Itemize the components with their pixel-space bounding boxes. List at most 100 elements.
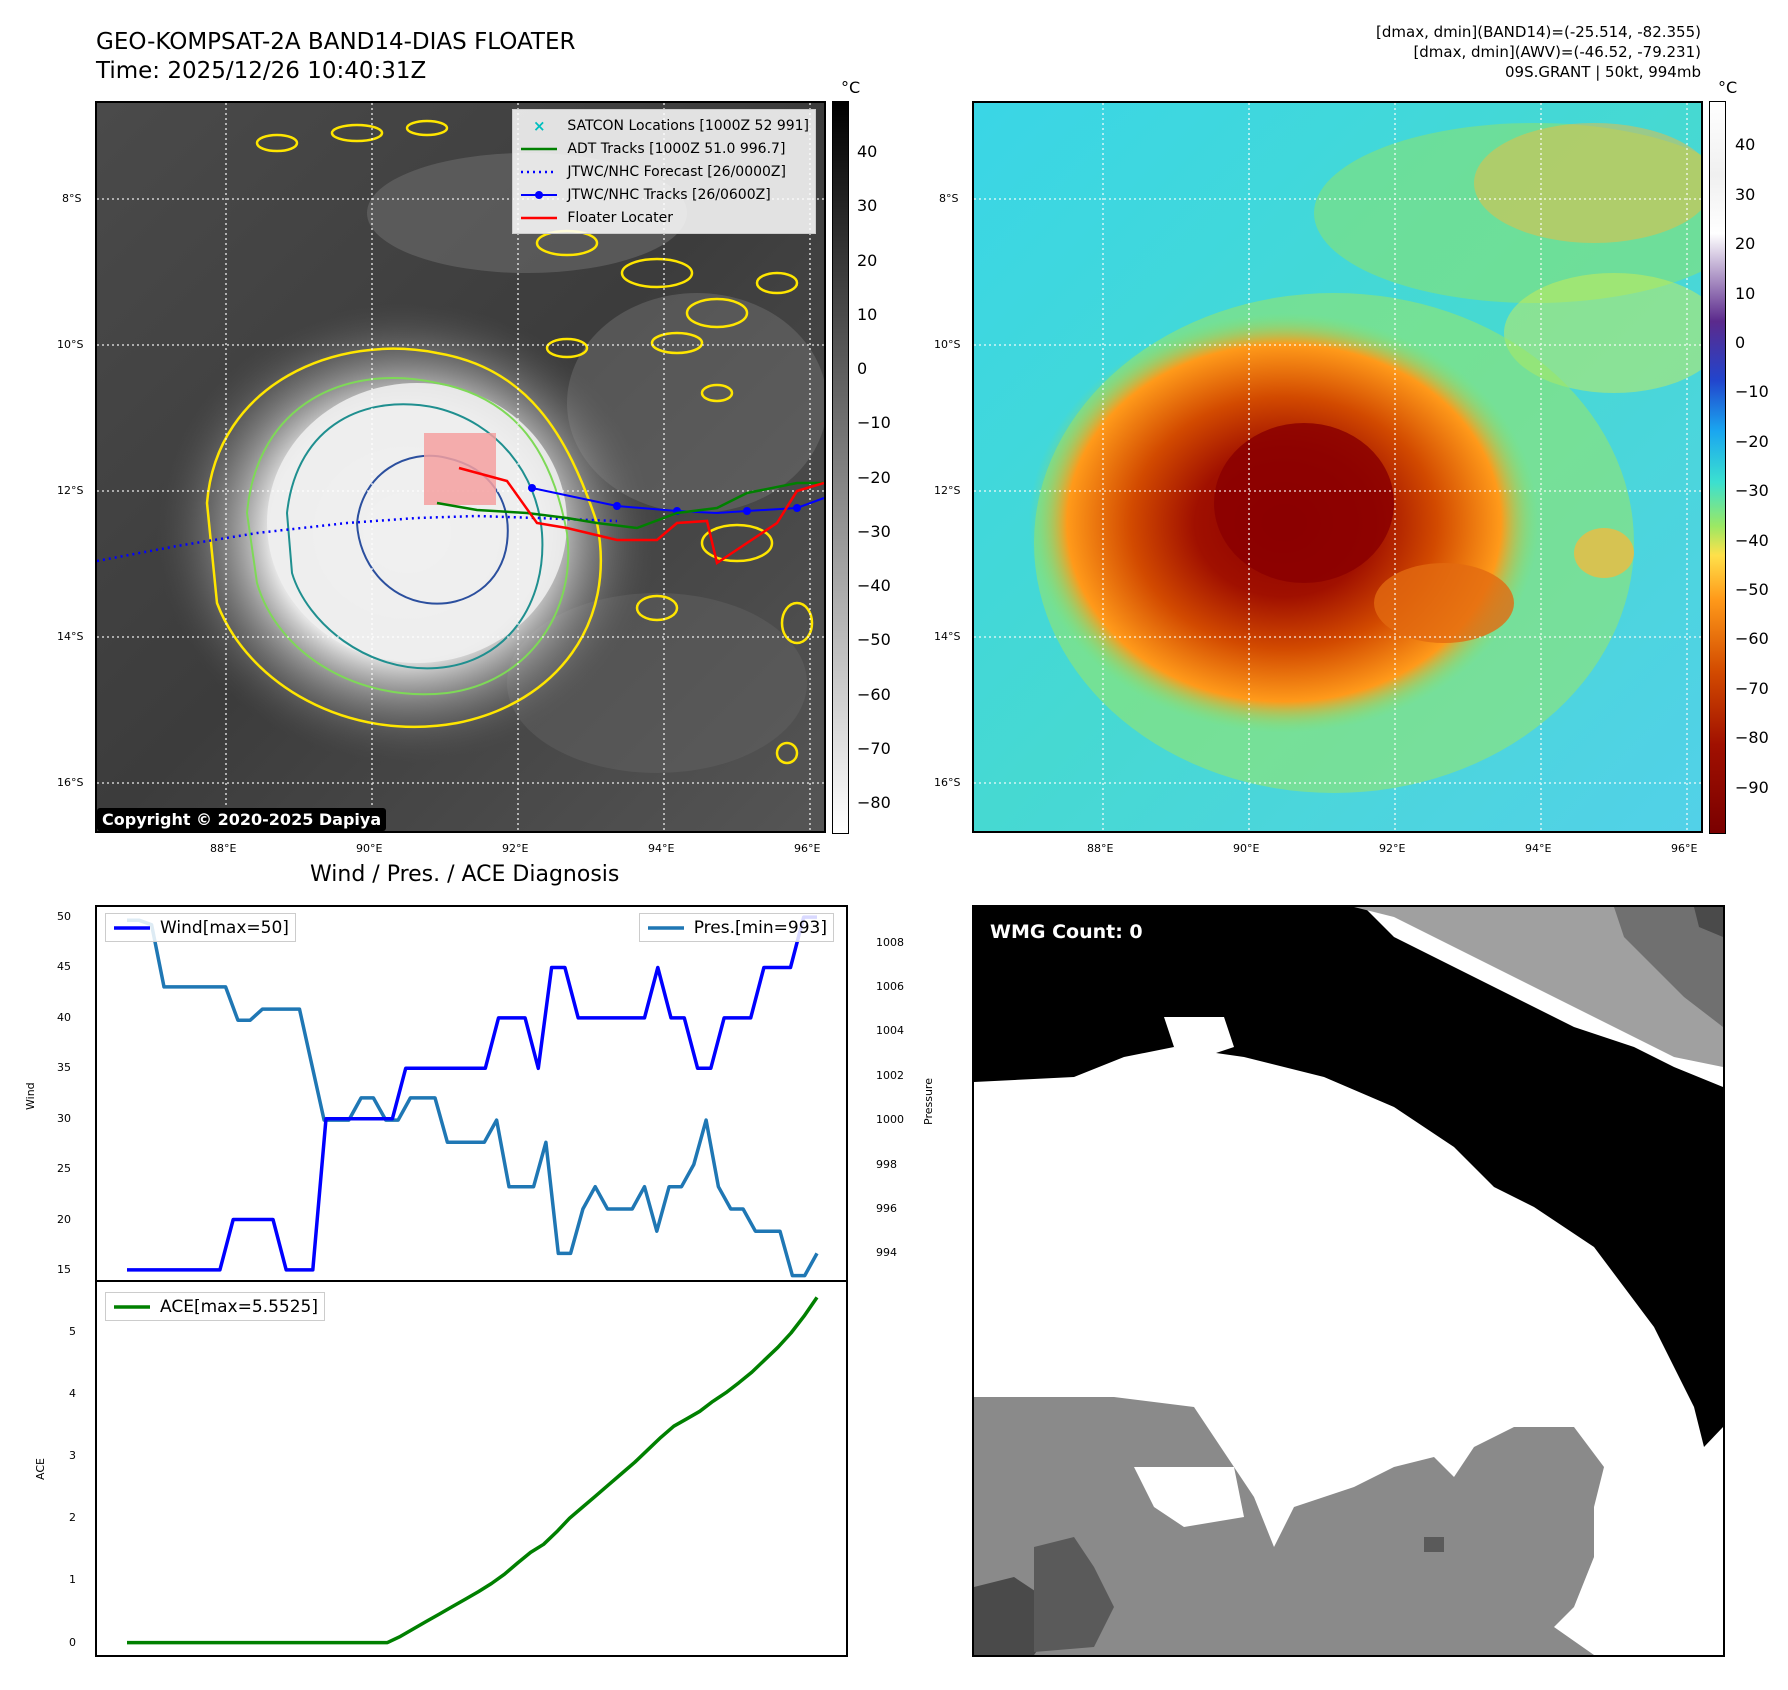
ace-series-line <box>127 1296 819 1645</box>
pressure-tick-label: 1000 <box>876 1113 904 1127</box>
pressure-legend: Pres.[min=993] <box>638 913 834 942</box>
ace-plot <box>127 1296 819 1645</box>
lon-tick: 92°E <box>1379 842 1406 855</box>
colorbar-tick-label: −40 <box>1735 530 1769 550</box>
wind-tick-label: 50 <box>57 910 71 924</box>
wind-pressure-panel: Wind[max=50] Pres.[min=993] <box>95 905 848 1282</box>
colorbar-tick-label: −50 <box>857 630 891 650</box>
lon-tick: 92°E <box>502 842 529 855</box>
wind-tick-label: 25 <box>57 1162 71 1176</box>
lat-tick: 16°S <box>57 776 84 789</box>
colorbar-tick-label: 20 <box>1735 234 1756 254</box>
lat-tick: 10°S <box>934 338 961 351</box>
line-marker-icon <box>646 918 686 938</box>
colorbar-tick-label: −90 <box>1735 777 1769 797</box>
lon-tick: 96°E <box>794 842 821 855</box>
legend-item-ace: ACE[max=5.5525] <box>112 1295 318 1318</box>
lat-tick: 14°S <box>934 630 961 643</box>
lat-tick: 16°S <box>934 776 961 789</box>
wind-axis-label: Wind <box>24 1082 37 1110</box>
ace-tick-label: 0 <box>69 1635 76 1649</box>
legend-item-pressure: Pres.[min=993] <box>646 916 827 939</box>
colorbar-tick-label: −10 <box>857 413 891 433</box>
figure-title: GEO-KOMPSAT-2A BAND14-DIAS FLOATER <box>96 29 576 55</box>
legend-label: Floater Locater <box>567 209 674 226</box>
colorbar-tick-label: 40 <box>857 142 878 161</box>
diagnosis-title: Wind / Pres. / ACE Diagnosis <box>310 862 620 887</box>
colorbar-tick-label: 20 <box>857 250 878 270</box>
ace-tick-label: 5 <box>69 1324 76 1338</box>
awv-range-text: [dmax, dmin](AWV)=(-46.52, -79.231) <box>1413 43 1701 61</box>
wmg-count-badge: WMG Count: 0 <box>984 919 1149 945</box>
line-marker-icon <box>519 139 559 159</box>
colorbar-tick-label: 30 <box>857 196 878 216</box>
wmg-panel: WMG Count: 0 <box>972 905 1725 1657</box>
color-colorbar <box>1709 101 1726 834</box>
colorbar-tick-label: −80 <box>857 793 891 813</box>
colorbar-tick-label: 10 <box>857 304 878 324</box>
colorbar-tick-label: −30 <box>1735 481 1769 501</box>
colorbar-unit: °C <box>841 78 861 97</box>
colorbar-tick-label: −80 <box>1735 728 1769 748</box>
colorbar-tick-label: 40 <box>1735 135 1756 155</box>
legend-label: JTWC/NHC Forecast [26/0000Z] <box>567 163 786 180</box>
ace-panel: ACE[max=5.5525] <box>95 1280 848 1657</box>
colorbar-tick-label: −60 <box>1735 629 1769 649</box>
line-marker-icon <box>519 208 559 228</box>
legend-label: ADT Tracks [1000Z 51.0 996.7] <box>567 140 786 157</box>
legend-item-adt: ADT Tracks [1000Z 51.0 996.7] <box>519 137 809 160</box>
lon-tick: 88°E <box>210 842 237 855</box>
colorbar-tick-label: −60 <box>857 684 891 704</box>
pressure-tick-label: 1008 <box>876 935 904 949</box>
ace-axis-label: ACE <box>34 1458 47 1480</box>
svg-text:×: × <box>533 117 546 135</box>
lon-tick: 94°E <box>648 842 675 855</box>
pressure-tick-label: 998 <box>876 1157 897 1171</box>
pressure-tick-label: 1004 <box>876 1024 904 1038</box>
lon-tick: 90°E <box>1233 842 1260 855</box>
pressure-tick-label: 1006 <box>876 979 904 993</box>
pressure-series-line <box>127 918 819 1278</box>
pressure-tick-label: 1002 <box>876 1068 904 1082</box>
line-marker-icon <box>112 1297 152 1317</box>
wind-pressure-plot <box>127 915 819 1278</box>
colorbar-tick-label: −30 <box>857 521 891 541</box>
ace-legend: ACE[max=5.5525] <box>105 1292 325 1321</box>
colorbar-tick-label: 30 <box>1735 184 1756 204</box>
lon-tick: 88°E <box>1087 842 1114 855</box>
lon-tick: 90°E <box>356 842 383 855</box>
colorbar-tick-label: −70 <box>1735 678 1769 698</box>
awv-map-panel <box>972 101 1703 833</box>
colorbar-tick-label: 10 <box>1735 283 1756 303</box>
copyright-badge: Copyright © 2020-2025 Dapiya <box>97 808 387 831</box>
wind-tick-label: 35 <box>57 1061 71 1075</box>
lon-tick: 94°E <box>1525 842 1552 855</box>
lat-tick: 8°S <box>939 192 959 205</box>
legend-label: ACE[max=5.5525] <box>160 1296 318 1317</box>
legend-label: SATCON Locations [1000Z 52 991] <box>567 117 809 134</box>
colorbar-tick-label: −70 <box>857 738 891 758</box>
figure-time: Time: 2025/12/26 10:40:31Z <box>96 58 427 84</box>
wind-tick-label: 15 <box>57 1262 71 1276</box>
lat-tick: 12°S <box>57 484 84 497</box>
pressure-tick-label: 996 <box>876 1201 897 1215</box>
ace-tick-label: 3 <box>69 1449 76 1463</box>
colorbar-tick-label: 0 <box>1735 333 1746 353</box>
colorbar-unit: °C <box>1718 78 1738 97</box>
x-marker-icon: × <box>519 116 559 136</box>
pressure-tick-label: 994 <box>876 1246 897 1260</box>
awv-map-image <box>974 103 1701 831</box>
colorbar-tick-label: −10 <box>1735 382 1769 402</box>
ace-tick-label: 4 <box>69 1386 76 1400</box>
lat-tick: 10°S <box>57 338 84 351</box>
legend-label: Pres.[min=993] <box>693 917 827 938</box>
wmg-image <box>974 907 1723 1655</box>
ace-tick-label: 2 <box>69 1511 76 1525</box>
colorbar-tick-label: −20 <box>1735 431 1769 451</box>
lat-tick: 8°S <box>62 192 82 205</box>
legend-item-jtwc-forecast: JTWC/NHC Forecast [26/0000Z] <box>519 160 809 183</box>
colorbar-tick-label: −50 <box>1735 579 1769 599</box>
wind-legend: Wind[max=50] <box>105 913 296 942</box>
legend-item-jtwc-tracks: JTWC/NHC Tracks [26/0600Z] <box>519 183 809 206</box>
legend-item-wind: Wind[max=50] <box>112 916 289 939</box>
